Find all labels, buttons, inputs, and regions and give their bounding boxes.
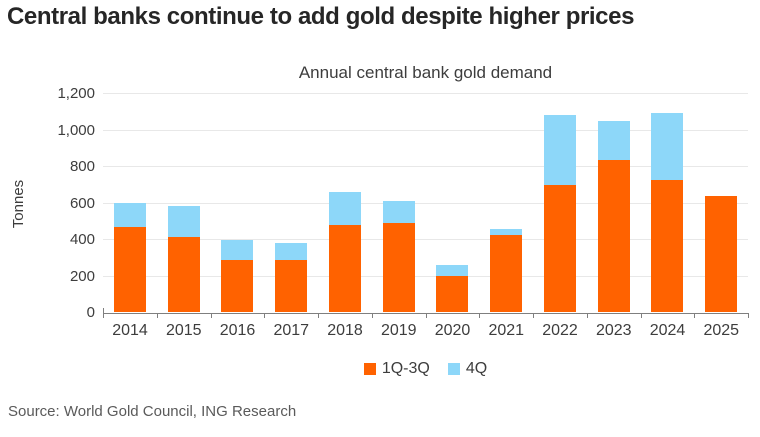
legend-swatch-icon bbox=[447, 363, 460, 375]
x-tick-label-2015: 2015 bbox=[165, 322, 202, 339]
bar-segment-1q-3q-2025 bbox=[705, 196, 738, 312]
axis-tick bbox=[211, 313, 212, 318]
y-tick-label: 800 bbox=[69, 158, 95, 175]
bar-segment-4q-2018 bbox=[328, 192, 361, 226]
bar-2016 bbox=[221, 240, 254, 312]
legend-item-4q: 4Q bbox=[447, 360, 488, 378]
gridline bbox=[103, 93, 748, 94]
bar-segment-4q-2017 bbox=[275, 243, 308, 261]
gridline bbox=[103, 275, 748, 277]
plot-area bbox=[103, 93, 749, 318]
y-axis-stub bbox=[103, 308, 104, 314]
bar-2015 bbox=[167, 206, 200, 312]
bar-segment-4q-2020 bbox=[436, 265, 469, 277]
axis-tick bbox=[372, 313, 373, 318]
x-tick-label-2016: 2016 bbox=[219, 322, 256, 339]
bar-segment-1q-3q-2021 bbox=[490, 235, 523, 312]
axis-tick bbox=[426, 313, 427, 318]
bar-segment-1q-3q-2018 bbox=[328, 225, 361, 312]
bar-segment-4q-2016 bbox=[221, 240, 254, 261]
axis-tick bbox=[318, 313, 319, 318]
axis-tick bbox=[641, 313, 642, 318]
axis-tick bbox=[157, 313, 158, 318]
source-note: Source: World Gold Council, ING Research bbox=[8, 403, 297, 420]
gridline bbox=[103, 239, 748, 240]
x-tick-label-2014: 2014 bbox=[112, 322, 148, 339]
y-tick-label: 1,000 bbox=[57, 121, 95, 139]
axis-tick bbox=[748, 313, 749, 318]
bar-2021 bbox=[490, 228, 523, 312]
bar-2023 bbox=[597, 120, 630, 312]
bar-segment-4q-2019 bbox=[382, 201, 415, 223]
gridline bbox=[103, 166, 748, 167]
bar-segment-1q-3q-2015 bbox=[167, 236, 200, 312]
bar-2020 bbox=[436, 265, 469, 312]
bar-segment-1q-3q-2022 bbox=[543, 185, 576, 312]
axis-tick bbox=[587, 313, 588, 318]
bar-segment-4q-2024 bbox=[651, 113, 684, 180]
bar-2017 bbox=[275, 243, 308, 312]
y-tick-label: 400 bbox=[69, 231, 95, 248]
bar-segment-1q-3q-2019 bbox=[382, 222, 415, 312]
bar-segment-4q-2022 bbox=[543, 114, 576, 186]
y-tick-label: 600 bbox=[69, 194, 95, 212]
legend-label: 4Q bbox=[465, 360, 488, 377]
axis-tick bbox=[479, 313, 480, 318]
bar-segment-4q-2021 bbox=[490, 228, 523, 236]
axis-tick bbox=[264, 313, 265, 318]
bar-2024 bbox=[651, 113, 684, 312]
axis-tick bbox=[103, 313, 104, 318]
bar-2018 bbox=[328, 192, 361, 312]
bar-segment-1q-3q-2024 bbox=[651, 179, 684, 312]
bar-segment-1q-3q-2016 bbox=[221, 260, 254, 312]
gridline bbox=[103, 129, 748, 131]
x-tick-label-2023: 2023 bbox=[595, 322, 632, 339]
bar-segment-1q-3q-2023 bbox=[597, 159, 630, 312]
x-tick-label-2020: 2020 bbox=[434, 322, 471, 339]
bar-segment-1q-3q-2014 bbox=[113, 227, 146, 312]
x-tick-label-2019: 2019 bbox=[380, 322, 417, 339]
x-tick-label-2017: 2017 bbox=[273, 322, 310, 339]
bar-segment-1q-3q-2017 bbox=[275, 260, 308, 312]
page-title: Central banks continue to add gold despi… bbox=[7, 3, 635, 30]
y-axis-title: Tonnes bbox=[10, 179, 27, 229]
bar-2014 bbox=[113, 202, 146, 312]
gridline bbox=[103, 202, 748, 204]
chart-subtitle: Annual central bank gold demand bbox=[298, 63, 553, 82]
bar-segment-1q-3q-2020 bbox=[436, 276, 469, 312]
x-tick-label-2025: 2025 bbox=[703, 322, 740, 339]
bar-2025 bbox=[705, 196, 738, 312]
bar-2022 bbox=[543, 114, 576, 312]
y-tick-label: 0 bbox=[86, 304, 95, 321]
x-tick-label-2018: 2018 bbox=[327, 322, 363, 339]
axis-tick bbox=[694, 313, 695, 318]
bar-segment-4q-2014 bbox=[113, 202, 146, 228]
x-tick-label-2024: 2024 bbox=[649, 322, 686, 339]
x-tick-label-2021: 2021 bbox=[488, 322, 525, 339]
axis-tick bbox=[533, 313, 534, 318]
legend-item-1q-3q: 1Q-3Q bbox=[363, 360, 430, 378]
x-tick-label-2022: 2022 bbox=[542, 322, 578, 339]
y-tick-label: 1,200 bbox=[57, 85, 95, 102]
legend-label: 1Q-3Q bbox=[381, 360, 430, 377]
bar-segment-4q-2023 bbox=[597, 120, 630, 160]
bar-2019 bbox=[382, 201, 415, 312]
legend: 1Q-3Q 4Q bbox=[103, 360, 748, 378]
y-tick-label: 200 bbox=[69, 267, 95, 285]
x-axis-line bbox=[103, 313, 748, 314]
legend-swatch-icon bbox=[363, 363, 376, 375]
bar-segment-4q-2015 bbox=[167, 206, 200, 237]
